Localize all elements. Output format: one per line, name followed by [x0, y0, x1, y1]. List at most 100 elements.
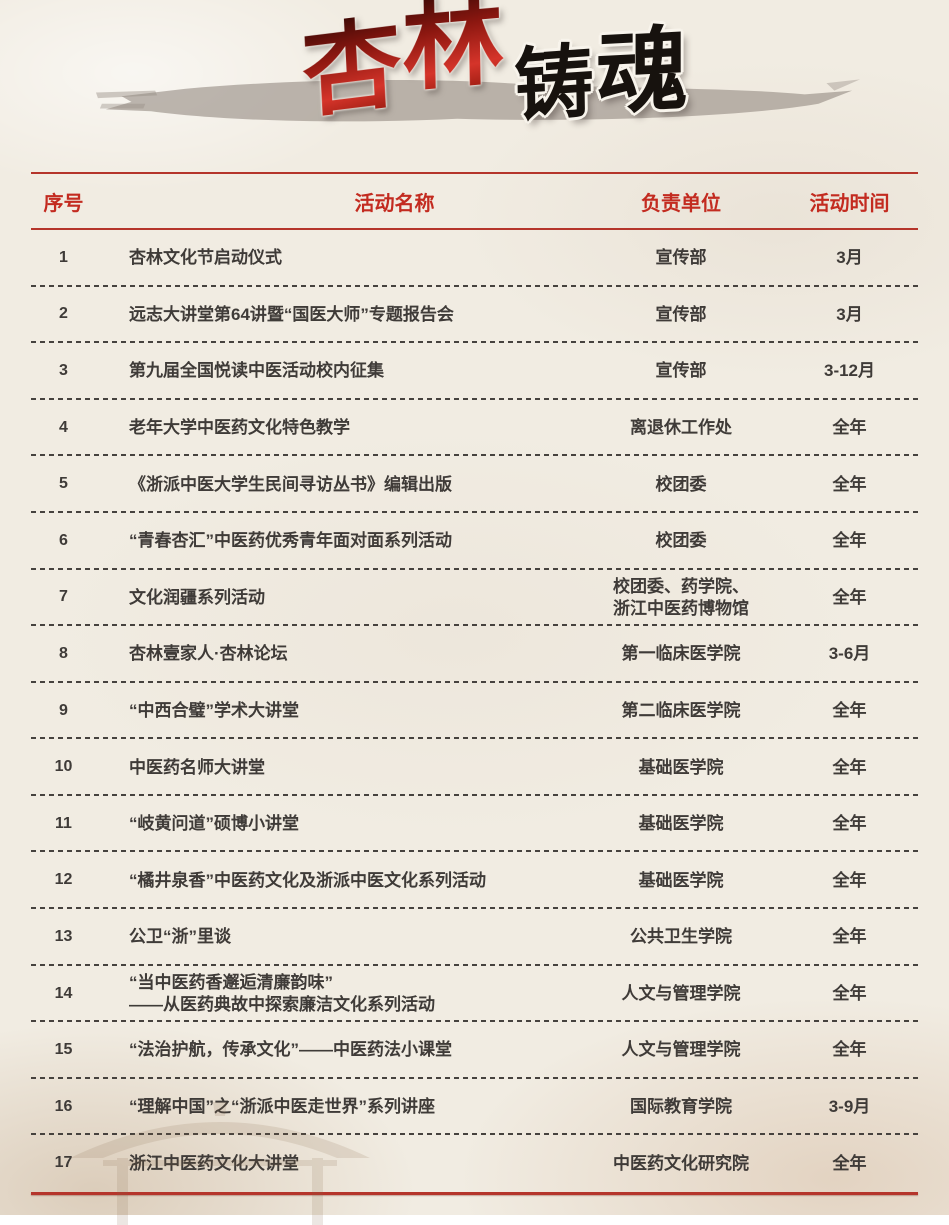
activity-name: 远志大讲堂第64讲暨“国医大师”专题报告会	[129, 304, 454, 324]
activity-time: 全年	[832, 1153, 867, 1173]
activity-name: “法治护航，传承文化”——中医药法小课堂	[129, 1040, 452, 1060]
activity-time: 全年	[832, 418, 867, 437]
table-row: 13 公卫“浙”里谈 公共卫生学院 全年	[31, 909, 918, 966]
responsible-unit: 宣传部	[655, 304, 707, 324]
activity-time: 全年	[832, 927, 867, 947]
activity-time: 全年	[832, 531, 867, 551]
table-row: 7 文化润疆系列活动 校团委、药学院、 浙江中医药博物馆 全年	[31, 570, 918, 627]
row-number: 12	[54, 871, 73, 889]
activity-name: 第九届全国悦读中医活动校内征集	[129, 361, 384, 381]
row-number: 4	[59, 418, 68, 436]
activity-name: “岐黄问道”硕博小讲堂	[129, 814, 299, 834]
activity-time: 全年	[832, 870, 867, 890]
table-row: 12 “橘井泉香”中医药文化及浙派中医文化系列活动 基础医学院 全年	[31, 852, 918, 909]
activity-name: 老年大学中医药文化特色教学	[129, 418, 350, 437]
title-char-lin: 林	[401, 0, 505, 107]
activity-name: 浙江中医药文化大讲堂	[96, 1153, 581, 1175]
activity-time: 3月	[836, 304, 863, 324]
title-char-hun: 魂	[596, 15, 688, 128]
header-activity-time: 活动时间	[809, 192, 890, 215]
activity-time: 全年	[832, 474, 867, 494]
activity-name: 杏林壹家人·杏林论坛	[129, 644, 288, 664]
table-header-row: 序号 活动名称 负责单位 活动时间	[31, 174, 918, 228]
row-number: 7	[59, 588, 68, 606]
responsible-unit: 校团委	[655, 474, 707, 494]
row-number: 1	[59, 248, 68, 266]
row-number: 16	[54, 1097, 73, 1115]
table-row: 5 《浙派中医大学生民间寻访丛书》编辑出版 校团委 全年	[31, 456, 918, 513]
activity-time: 全年	[832, 757, 867, 777]
activity-time: 全年	[832, 814, 867, 834]
responsible-unit: 校团委	[655, 531, 707, 551]
activity-table: 序号 活动名称 负责单位 活动时间 1 杏林文化节启动仪式 宣传部 3月 2 远…	[31, 172, 918, 1195]
table-row: 1 杏林文化节启动仪式 宣传部 3月	[31, 230, 918, 287]
row-number: 11	[55, 814, 72, 832]
responsible-unit: 离退休工作处	[630, 418, 732, 437]
responsible-unit: 中医药文化研究院	[613, 1153, 749, 1173]
table-row: 17 浙江中医药文化大讲堂 中医药文化研究院 全年	[31, 1135, 918, 1192]
activity-name: 《浙派中医大学生民间寻访丛书》编辑出版	[129, 474, 452, 494]
table-row: 9 “中西合璧”学术大讲堂 第二临床医学院 全年	[31, 683, 918, 740]
table-header-bottom-rule	[31, 228, 918, 230]
table-row: 3 第九届全国悦读中医活动校内征集 宣传部 3-12月	[31, 343, 918, 400]
row-number: 3	[59, 362, 68, 380]
activity-time: 3-9月	[828, 1097, 871, 1117]
responsible-unit: 公共卫生学院	[630, 927, 732, 947]
title-banner: 杏 林 铸 魂	[0, 0, 949, 172]
row-number: 15	[54, 1041, 73, 1059]
activity-name: 杏林文化节启动仪式	[129, 248, 282, 268]
activity-time: 3-6月	[828, 644, 871, 664]
activity-time: 3月	[836, 248, 863, 268]
activity-time: 全年	[832, 1040, 867, 1060]
activity-time: 全年	[832, 983, 867, 1003]
responsible-unit: 人文与管理学院	[621, 983, 741, 1003]
header-responsible-unit: 负责单位	[641, 192, 721, 215]
activity-time: 全年	[832, 587, 867, 607]
responsible-unit: 基础医学院	[638, 814, 724, 834]
brush-stroke-graphic	[95, 79, 861, 122]
row-number: 2	[59, 305, 68, 323]
table-row: 4 老年大学中医药文化特色教学 离退休工作处 全年	[31, 400, 918, 457]
row-number: 6	[59, 531, 68, 549]
responsible-unit: 基础医学院	[638, 757, 724, 777]
responsible-unit: 国际教育学院	[630, 1097, 732, 1117]
row-number: 14	[54, 984, 73, 1002]
responsible-unit: 第一临床医学院	[621, 644, 741, 664]
activity-time: 全年	[832, 700, 867, 720]
table-row: 2 远志大讲堂第64讲暨“国医大师”专题报告会 宣传部 3月	[31, 287, 918, 344]
row-number: 13	[54, 927, 73, 945]
activity-name: 公卫“浙”里谈	[129, 927, 231, 947]
table-row: 15 “法治护航，传承文化”——中医药法小课堂 人文与管理学院 全年	[31, 1022, 918, 1079]
title-char-zhu: 铸	[513, 34, 595, 133]
activity-name: 文化润疆系列活动	[129, 587, 265, 607]
responsible-unit: 人文与管理学院	[621, 1040, 741, 1060]
activity-name: 中医药名师大讲堂	[129, 757, 265, 777]
title-char-xing: 杏	[299, 2, 405, 133]
row-number: 8	[59, 645, 68, 662]
header-serial-number: 序号	[43, 192, 84, 215]
activity-name: “中西合璧”学术大讲堂	[129, 700, 299, 720]
activity-name: “橘井泉香”中医药文化及浙派中医文化系列活动	[129, 870, 486, 890]
table-top-rule	[31, 172, 918, 174]
table-row: 14 “当中医药香邂逅清廉韵味” ——从医药典故中探索廉洁文化系列活动 人文与管…	[31, 966, 918, 1023]
table-row: 16 “理解中国”之“浙派中医走世界”系列讲座 国际教育学院 3-9月	[31, 1079, 918, 1136]
activity-name: “当中医药香邂逅清廉韵味” ——从医药典故中探索廉洁文化系列活动	[129, 972, 435, 1014]
activity-name: “理解中国”之“浙派中医走世界”系列讲座	[129, 1097, 435, 1117]
table-body: 1 杏林文化节启动仪式 宣传部 3月 2 远志大讲堂第64讲暨“国医大师”专题报…	[31, 230, 918, 1192]
pavilion-watermark	[70, 1102, 370, 1225]
activity-time: 3-12月	[823, 361, 876, 381]
row-number: 17	[54, 1154, 73, 1172]
row-number: 5	[59, 475, 68, 493]
table-row: 6 “青春杏汇”中医药优秀青年面对面系列活动 校团委 全年	[31, 513, 918, 570]
table-bottom-rule	[31, 1192, 918, 1195]
responsible-unit: 宣传部	[655, 248, 707, 268]
table-row: 11 “岐黄问道”硕博小讲堂 基础医学院 全年	[31, 796, 918, 853]
header-activity-name: 活动名称	[354, 192, 435, 215]
activity-name: “青春杏汇”中医药优秀青年面对面系列活动	[129, 531, 452, 551]
table-row: 10 中医药名师大讲堂 基础医学院 全年	[31, 739, 918, 796]
responsible-unit: 第二临床医学院	[621, 700, 741, 720]
responsible-unit: 校团委、药学院、 浙江中医药博物馆	[613, 576, 749, 618]
table-row: 8 杏林壹家人·杏林论坛 第一临床医学院 3-6月	[31, 626, 918, 683]
row-number: 9	[59, 701, 68, 719]
